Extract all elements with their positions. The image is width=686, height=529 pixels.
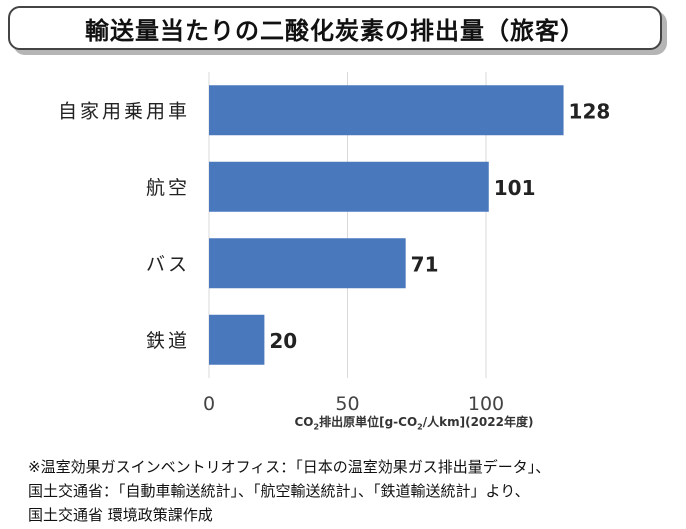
x-axis-title-part: /人km](2022年度) <box>422 415 534 429</box>
chart-title-box: 輸送量当たりの二酸化炭素の排出量（旅客） <box>8 6 662 50</box>
source-footnote: ※温室効果ガスインベントリオフィス：「日本の温室効果ガス排出量データ」、 国土交… <box>28 455 678 527</box>
x-tick-label: 50 <box>335 393 359 415</box>
data-label: 101 <box>494 176 536 200</box>
x-axis-title-part: 排出原単位[g-CO <box>319 415 418 429</box>
x-axis-title: CO2排出原単位[g-CO2/人km](2022年度) <box>204 413 624 431</box>
data-label: 71 <box>411 252 439 276</box>
x-axis-title-subscript: 2 <box>313 422 320 432</box>
category-label: 航空 <box>146 177 190 199</box>
bar <box>209 161 489 212</box>
category-label: バス <box>146 253 190 275</box>
category-label: 自家用乗用車 <box>58 100 190 122</box>
footnote-line: 国土交通省 環境政策課作成 <box>28 506 213 524</box>
x-axis-title-subscript: 2 <box>417 422 423 432</box>
x-axis-title-part: CO <box>294 415 314 429</box>
chart-title: 輸送量当たりの二酸化炭素の排出量（旅客） <box>85 16 585 45</box>
x-tick-label: 100 <box>468 393 504 415</box>
data-label: 128 <box>569 99 611 123</box>
footnote-line: 国土交通省：「自動車輸送統計」、「航空輸送統計」、「鉄道輸送統計」より、 <box>28 482 530 500</box>
x-tick-label: 0 <box>203 393 215 415</box>
footnote-line: ※温室効果ガスインベントリオフィス：「日本の温室効果ガス排出量データ」、 <box>28 458 551 476</box>
bar <box>209 238 406 289</box>
data-label: 20 <box>269 329 297 353</box>
category-label: 鉄道 <box>146 330 190 352</box>
bar <box>209 314 265 365</box>
bar <box>209 85 564 136</box>
